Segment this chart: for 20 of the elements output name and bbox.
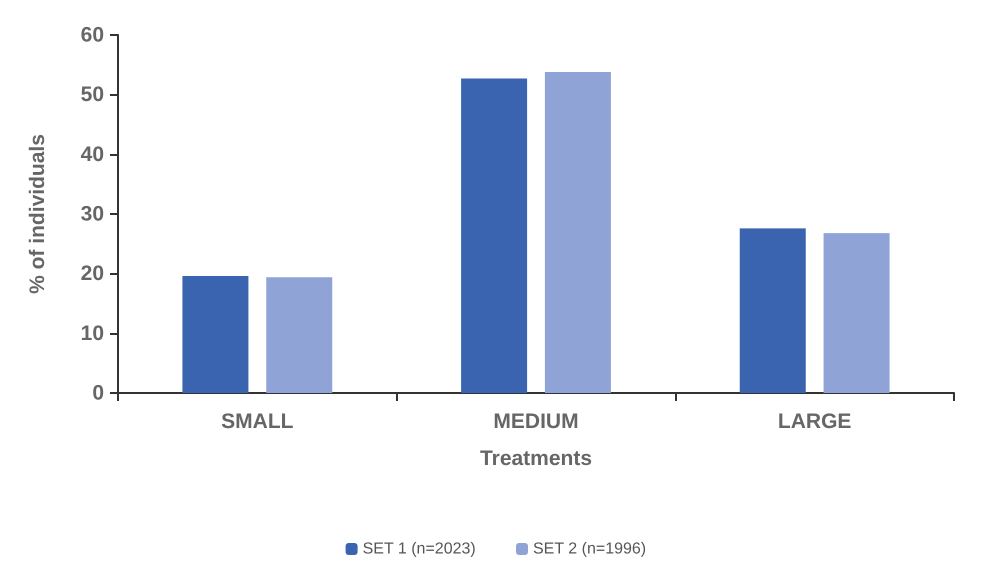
y-tick-label: 50 <box>80 83 104 106</box>
y-tick-label: 20 <box>80 262 104 286</box>
y-tick-label: 30 <box>80 202 104 226</box>
x-tick-label: LARGE <box>778 410 852 433</box>
x-tick-label: MEDIUM <box>493 410 579 433</box>
y-tick-label: 10 <box>80 322 104 345</box>
y-tick-label: 60 <box>80 24 104 46</box>
bar <box>182 276 248 393</box>
x-axis-title: Treatments <box>480 447 592 470</box>
bar <box>461 78 528 393</box>
bar <box>824 233 890 393</box>
bar <box>266 277 332 393</box>
legend-label: SET 1 (n=2023) <box>362 540 476 558</box>
x-tick-label: SMALL <box>221 410 294 433</box>
bar <box>740 228 806 393</box>
y-tick-label: 40 <box>80 142 104 166</box>
legend-label: SET 2 (n=1996) <box>533 540 646 558</box>
y-tick-label: 0 <box>92 382 104 404</box>
y-axis-title: % of individuals <box>26 134 49 294</box>
bar <box>544 72 611 393</box>
